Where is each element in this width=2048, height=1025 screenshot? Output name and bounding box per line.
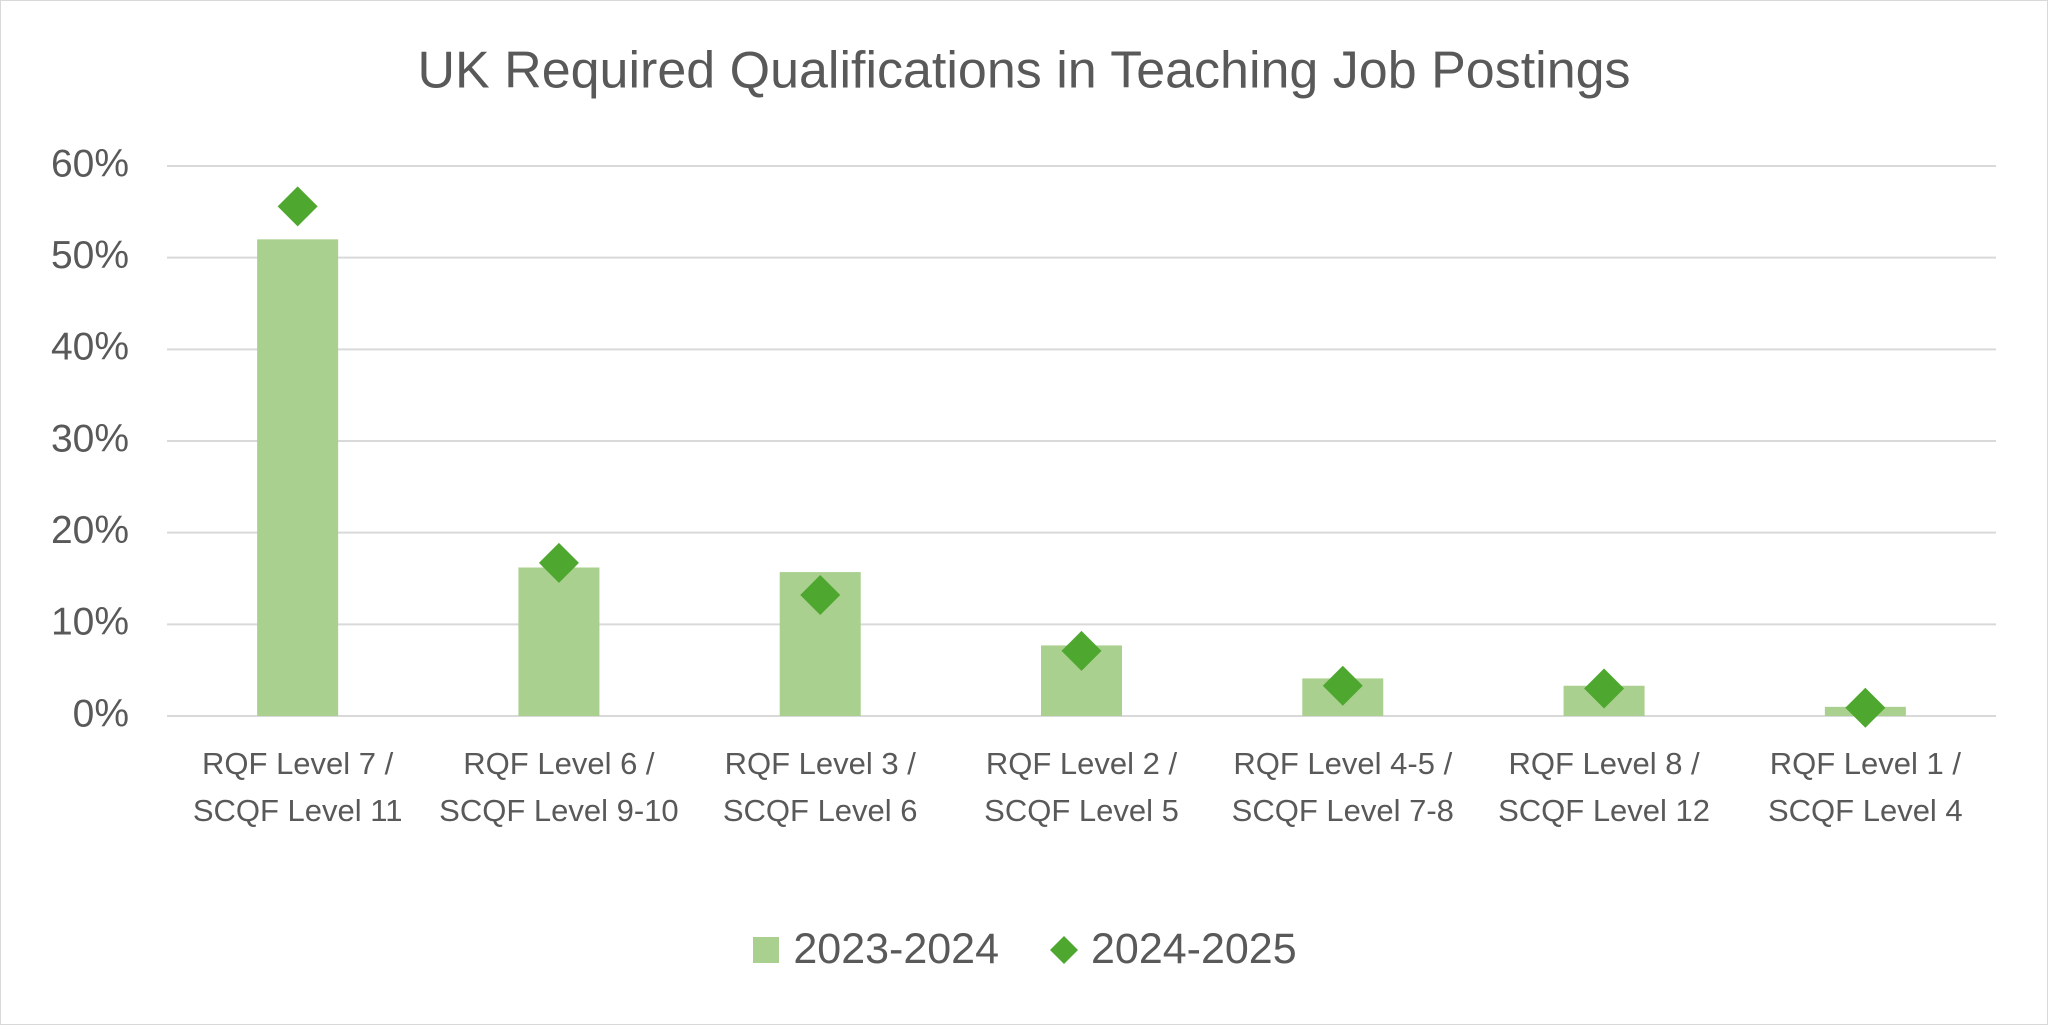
y-tick-label: 20% [51,509,129,552]
legend-entry: 2023-2024 [751,925,999,974]
y-tick-label: 0% [73,692,129,735]
y-tick-label: 60% [51,142,129,185]
chart-title: UK Required Qualifications in Teaching J… [417,42,1630,100]
y-tick-label: 10% [51,601,129,644]
legend-label: 2024-2025 [1091,925,1297,973]
bar [518,567,600,716]
legend-swatch [753,936,780,963]
x-tick-label: RQF Level 3 / SCQF Level 6 [722,746,918,828]
x-tick-label: RQF Level 8 / SCQF Level 12 [1498,746,1711,828]
legend: 2023-2024 2024-2025 [0,925,2048,974]
x-tick-label: RQF Level 1 / SCQF Level 4 [1767,746,1963,828]
y-tick-label: 30% [51,417,129,460]
marker [1584,668,1625,709]
marker [538,542,579,583]
legend-entry: 2024-2025 [1049,925,1297,974]
bar [257,239,339,717]
x-tick-label: RQF Level 7 / SCQF Level 11 [192,746,403,828]
legend-swatch-shape [753,936,780,963]
x-tick-label: RQF Level 6 / SCQF Level 9-10 [439,746,679,828]
x-tick-label: RQF Level 4-5 / SCQF Level 7-8 [1231,746,1454,828]
marker [277,186,318,227]
marker [1845,687,1886,728]
marker [1322,665,1363,706]
marker [800,575,841,615]
y-tick-label: 50% [51,234,129,277]
y-tick-label: 40% [51,326,129,369]
legend-swatch [1050,935,1078,964]
marker [1061,630,1102,671]
legend-swatch-shape [1050,935,1078,964]
x-tick-label: RQF Level 2 / SCQF Level 5 [984,746,1179,828]
legend-label: 2023-2024 [793,925,999,973]
